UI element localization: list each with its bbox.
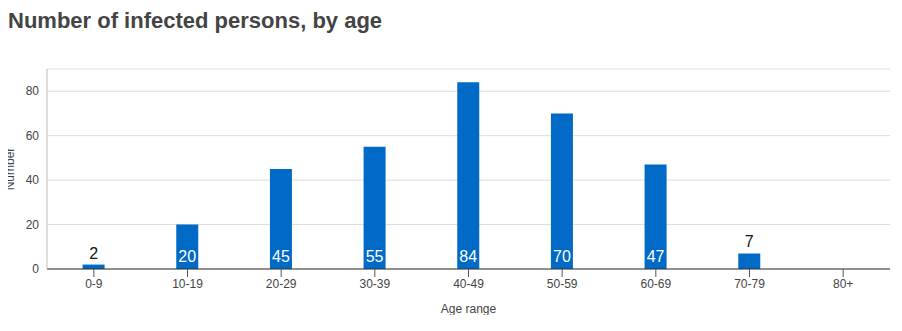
svg-text:Age range: Age range — [441, 302, 497, 315]
svg-text:55: 55 — [366, 248, 384, 265]
svg-text:7: 7 — [745, 233, 754, 250]
svg-text:60: 60 — [26, 129, 40, 143]
svg-text:40: 40 — [26, 173, 40, 187]
svg-text:0: 0 — [32, 262, 39, 276]
svg-text:80: 80 — [26, 84, 40, 98]
svg-text:40-49: 40-49 — [453, 277, 484, 291]
svg-text:60-69: 60-69 — [640, 277, 671, 291]
svg-text:70: 70 — [553, 248, 571, 265]
svg-text:20: 20 — [178, 248, 196, 265]
svg-text:30-39: 30-39 — [359, 277, 390, 291]
svg-text:70-79: 70-79 — [734, 277, 765, 291]
svg-text:84: 84 — [459, 248, 477, 265]
svg-text:20-29: 20-29 — [266, 277, 297, 291]
svg-text:Number: Number — [8, 148, 17, 191]
svg-text:2: 2 — [89, 245, 98, 262]
svg-text:45: 45 — [272, 248, 290, 265]
svg-text:47: 47 — [647, 248, 665, 265]
svg-text:80+: 80+ — [833, 277, 853, 291]
svg-text:50-59: 50-59 — [547, 277, 578, 291]
svg-text:0-9: 0-9 — [85, 277, 103, 291]
svg-text:20: 20 — [26, 218, 40, 232]
html-text:Number of infected persons, by: Number of infected persons, by age — [8, 8, 383, 33]
svg-text:10-19: 10-19 — [172, 277, 203, 291]
